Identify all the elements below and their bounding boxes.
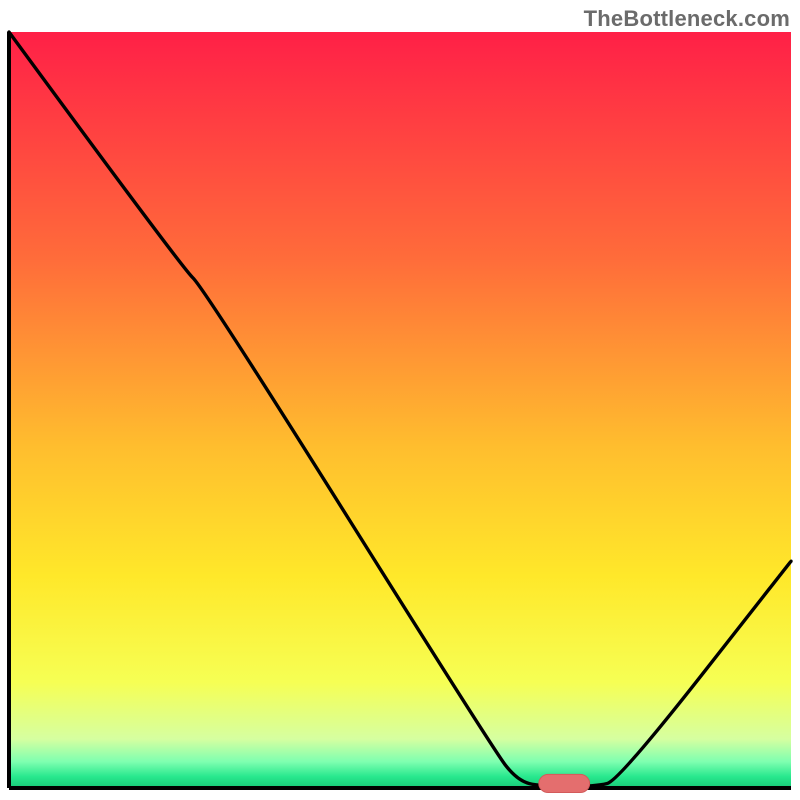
gradient-background [9, 32, 791, 788]
plot-area [9, 32, 791, 793]
valley-marker [539, 774, 590, 792]
bottleneck-chart [0, 0, 800, 800]
chart-container: TheBottleneck.com [0, 0, 800, 800]
